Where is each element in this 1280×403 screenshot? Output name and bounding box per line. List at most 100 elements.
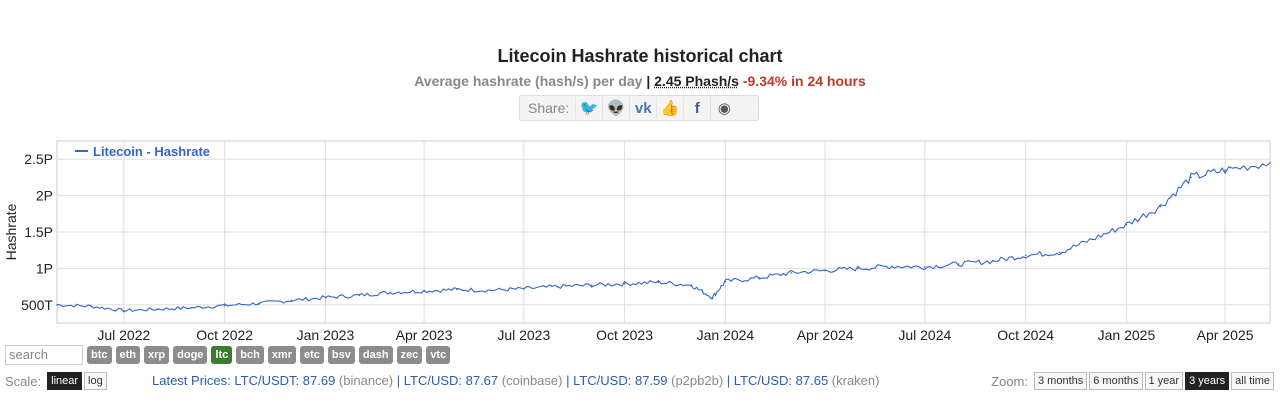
zoom-option-all-time[interactable]: all time [1231,372,1274,390]
data-point [90,305,92,308]
data-point [223,304,226,307]
data-point [157,308,159,310]
x-tick-label: Jul 2022 [97,327,150,343]
coin-button-xmr[interactable]: xmr [267,346,296,364]
zoom-option-1-year[interactable]: 1 year [1144,372,1184,390]
share-label: Share: [528,100,570,116]
data-point [56,304,58,306]
hashrate-series-line [56,162,1271,313]
zoom-option-3-years[interactable]: 3 years [1185,372,1230,390]
scale-label: Scale: [5,373,42,389]
weibo-icon[interactable]: ◉ [710,97,737,119]
latest-prices: Latest Prices: LTC/USDT: 87.69 (binance)… [152,373,879,388]
y-tick-label: 1P [36,260,53,276]
like-icon[interactable]: 👍 [656,97,683,119]
coin-button-vtc[interactable]: vtc [426,346,451,364]
scale-option-log[interactable]: log [84,372,107,390]
data-point [522,287,525,290]
x-tick-label: Oct 2024 [997,327,1054,343]
subtitle-separator: | [646,73,651,89]
coin-button-eth[interactable]: eth [115,346,140,364]
x-tick-label: Jul 2024 [898,327,951,343]
price-item[interactable]: LTC/USD: 87.65 (kraken) [730,373,880,388]
x-tick-label: Apr 2023 [396,327,453,343]
latest-prices-label: Latest Prices: [152,373,231,388]
facebook-icon[interactable]: f [683,97,710,119]
x-tick-label: Apr 2025 [1197,327,1254,343]
x-tick-label: Jan 2023 [297,327,355,343]
price-exchange: (binance) [338,373,394,388]
price-separator: | [393,373,401,388]
coin-button-bsv[interactable]: bsv [327,346,355,364]
x-tick-label: Oct 2022 [196,327,253,343]
data-point [857,267,859,270]
data-point [1024,254,1027,257]
data-point [123,309,125,312]
coin-button-etc[interactable]: etc [300,346,324,364]
coin-button-xrp[interactable]: xrp [144,346,170,364]
price-separator: | [562,373,570,388]
data-point [758,277,761,279]
coin-button-doge[interactable]: doge [173,346,208,364]
data-point [1058,251,1061,254]
y-tick-label: 2P [36,188,53,204]
coin-button-bch[interactable]: bch [236,346,264,364]
data-point [991,260,994,262]
reddit-icon[interactable]: 👽 [602,97,629,119]
data-point [1159,205,1162,208]
y-axis-title: Hashrate [3,203,19,260]
coin-search-input[interactable]: search [5,345,83,365]
coin-selector: search btc eth xrp doge ltc bch xmr etc bsv dash z… [5,345,454,365]
data-point [190,306,193,309]
data-point [958,263,960,265]
data-point [724,280,727,283]
price-pair: LTC/USD: 87.67 [400,373,502,388]
price-item[interactable]: LTC/USDT: 87.69 (binance) [234,373,393,388]
price-pair: LTC/USD: 87.59 [569,373,672,388]
bottom-bar: Scale: linear log Latest Prices: LTC/USDT… [0,372,1280,390]
coin-button-btc[interactable]: btc [87,346,112,364]
data-point [590,284,593,286]
price-exchange: (kraken) [831,373,880,388]
data-point [1091,238,1094,241]
data-point [556,285,559,288]
data-point [423,290,425,292]
data-point [1125,223,1128,226]
data-point [824,269,826,272]
price-item[interactable]: LTC/USD: 87.59 (p2pb2b) [569,373,723,388]
price-pair: LTC/USDT: 87.69 [234,373,339,388]
vk-icon[interactable]: vk [629,97,656,119]
data-point [790,271,792,274]
data-point [1224,169,1226,171]
zoom-option-3-months[interactable]: 3 months [1034,372,1088,390]
coin-button-zec[interactable]: zec [396,346,423,364]
price-item[interactable]: LTC/USD: 87.67 (coinbase) [400,373,563,388]
price-exchange: (coinbase) [501,373,563,388]
x-tick-label: Apr 2024 [797,327,854,343]
scale-option-linear[interactable]: linear [47,372,83,390]
x-tick-label: Jan 2024 [697,327,755,343]
twitter-icon[interactable]: 🐦 [575,97,602,119]
x-tick-label: Jul 2023 [497,327,550,343]
price-separator: | [723,373,731,388]
price-exchange: (p2pb2b) [671,373,724,388]
chart-subtitle: Average hashrate (hash/s) per day | 2.45… [0,73,1280,89]
data-point [657,281,660,284]
chart-title: Litecoin Hashrate historical chart [497,46,783,66]
zoom-option-6-months[interactable]: 6 months [1089,372,1143,390]
data-point [1269,162,1271,164]
data-point [456,288,458,291]
subtitle-description: Average hashrate (hash/s) per day [414,73,643,89]
data-point [690,284,693,286]
current-hashrate[interactable]: 2.45 Phash/s [654,73,739,89]
y-tick-label: 500T [21,297,53,313]
data-point [389,291,391,294]
data-point [1190,176,1192,179]
scale-control: Scale: linear log [5,372,107,390]
share-bar: Share: 🐦 👽 vk 👍 f ◉ [519,95,759,121]
coin-button-dash[interactable]: dash [358,346,393,364]
zoom-control: Zoom: 3 months 6 months 1 year 3 years all t… [991,372,1274,390]
price-pair: LTC/USD: 87.65 [730,373,832,388]
coin-button-ltc[interactable]: ltc [211,346,233,364]
x-tick-label: Oct 2023 [596,327,653,343]
